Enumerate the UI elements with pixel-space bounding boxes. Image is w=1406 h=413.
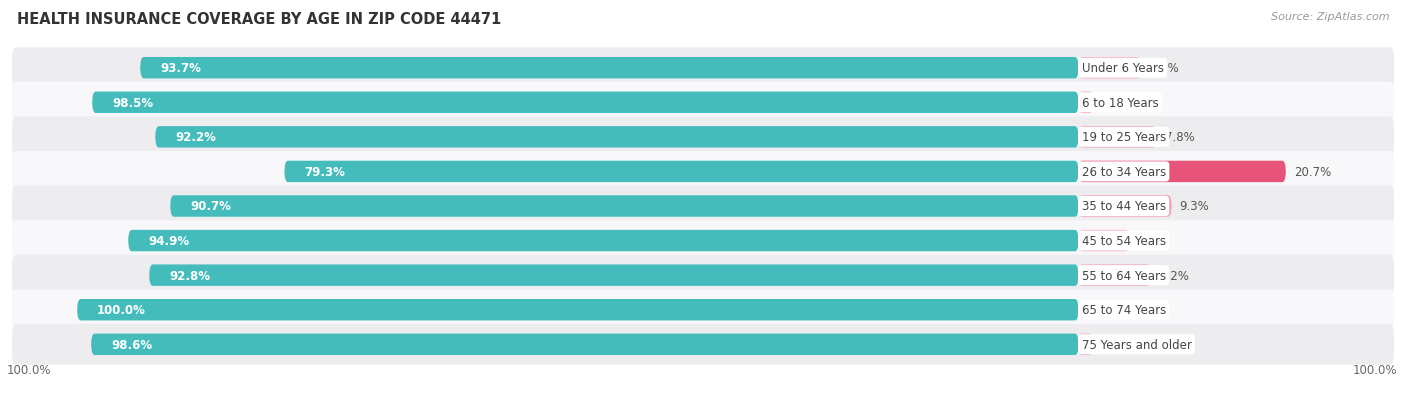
Text: 20.7%: 20.7% xyxy=(1294,166,1331,178)
Text: 92.2%: 92.2% xyxy=(176,131,217,144)
FancyBboxPatch shape xyxy=(77,299,1078,320)
Text: 90.7%: 90.7% xyxy=(190,200,231,213)
Text: 92.8%: 92.8% xyxy=(169,269,211,282)
FancyBboxPatch shape xyxy=(13,290,1393,330)
Text: 93.7%: 93.7% xyxy=(160,62,201,75)
FancyBboxPatch shape xyxy=(13,221,1393,261)
FancyBboxPatch shape xyxy=(149,265,1078,286)
FancyBboxPatch shape xyxy=(13,255,1393,296)
Text: 7.2%: 7.2% xyxy=(1159,269,1188,282)
Text: 98.5%: 98.5% xyxy=(112,97,153,109)
Text: 55 to 64 Years: 55 to 64 Years xyxy=(1081,269,1166,282)
FancyBboxPatch shape xyxy=(1078,58,1142,79)
Text: 6.3%: 6.3% xyxy=(1150,62,1180,75)
Text: 45 to 54 Years: 45 to 54 Years xyxy=(1081,235,1166,247)
FancyBboxPatch shape xyxy=(93,93,1078,114)
FancyBboxPatch shape xyxy=(13,152,1393,192)
FancyBboxPatch shape xyxy=(284,161,1078,183)
FancyBboxPatch shape xyxy=(13,186,1393,227)
FancyBboxPatch shape xyxy=(128,230,1078,252)
Text: 35 to 44 Years: 35 to 44 Years xyxy=(1081,200,1166,213)
FancyBboxPatch shape xyxy=(1078,127,1157,148)
FancyBboxPatch shape xyxy=(1078,161,1286,183)
FancyBboxPatch shape xyxy=(1078,265,1150,286)
FancyBboxPatch shape xyxy=(155,127,1078,148)
FancyBboxPatch shape xyxy=(13,48,1393,89)
FancyBboxPatch shape xyxy=(13,324,1393,365)
Text: 0.0%: 0.0% xyxy=(1087,304,1116,316)
Text: 6 to 18 Years: 6 to 18 Years xyxy=(1081,97,1159,109)
FancyBboxPatch shape xyxy=(141,58,1078,79)
Text: 75 Years and older: 75 Years and older xyxy=(1081,338,1191,351)
Text: 26 to 34 Years: 26 to 34 Years xyxy=(1081,166,1166,178)
FancyBboxPatch shape xyxy=(1078,196,1171,217)
FancyBboxPatch shape xyxy=(13,83,1393,123)
Text: 98.6%: 98.6% xyxy=(111,338,152,351)
Text: 5.1%: 5.1% xyxy=(1137,235,1167,247)
Text: 100.0%: 100.0% xyxy=(1353,363,1398,376)
Text: 94.9%: 94.9% xyxy=(148,235,190,247)
Text: Source: ZipAtlas.com: Source: ZipAtlas.com xyxy=(1271,12,1389,22)
Text: 1.4%: 1.4% xyxy=(1101,338,1130,351)
Text: 1.5%: 1.5% xyxy=(1101,97,1132,109)
Text: 9.3%: 9.3% xyxy=(1180,200,1209,213)
Text: HEALTH INSURANCE COVERAGE BY AGE IN ZIP CODE 44471: HEALTH INSURANCE COVERAGE BY AGE IN ZIP … xyxy=(17,12,501,27)
Text: 7.8%: 7.8% xyxy=(1164,131,1194,144)
Text: Under 6 Years: Under 6 Years xyxy=(1081,62,1164,75)
Text: 100.0%: 100.0% xyxy=(7,363,52,376)
FancyBboxPatch shape xyxy=(13,117,1393,158)
FancyBboxPatch shape xyxy=(1078,230,1129,252)
FancyBboxPatch shape xyxy=(1078,93,1094,114)
FancyBboxPatch shape xyxy=(1078,334,1092,355)
Text: 65 to 74 Years: 65 to 74 Years xyxy=(1081,304,1166,316)
Text: 100.0%: 100.0% xyxy=(97,304,146,316)
FancyBboxPatch shape xyxy=(170,196,1078,217)
FancyBboxPatch shape xyxy=(91,334,1078,355)
Text: 19 to 25 Years: 19 to 25 Years xyxy=(1081,131,1166,144)
Text: 79.3%: 79.3% xyxy=(305,166,346,178)
